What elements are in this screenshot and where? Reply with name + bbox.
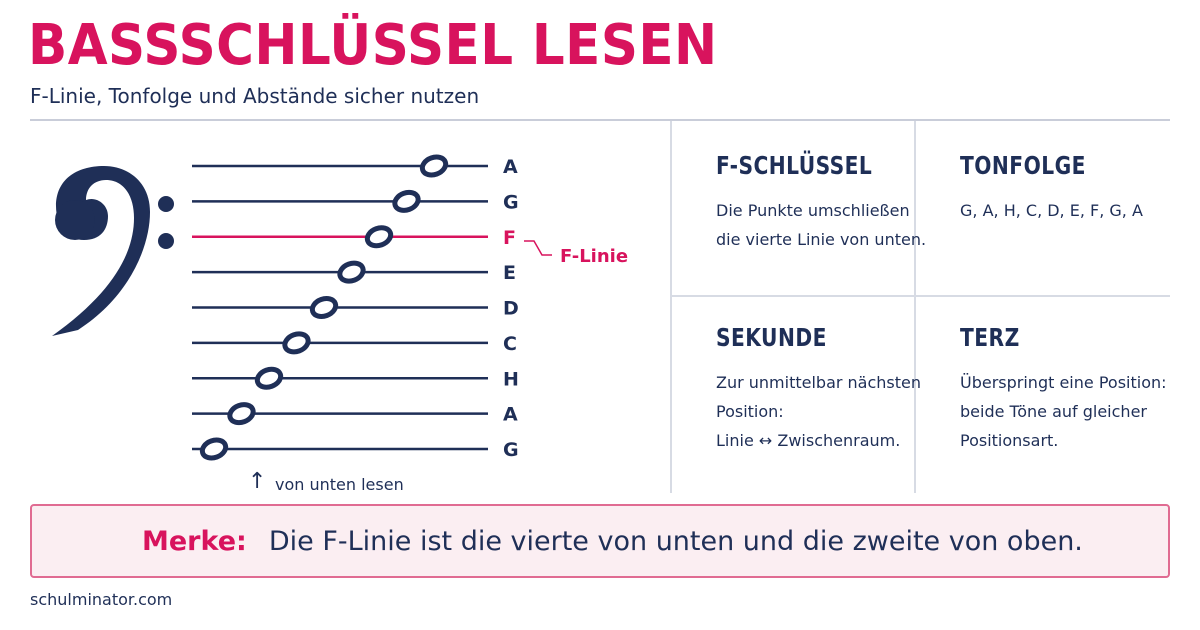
note-head: [392, 189, 421, 213]
note-head: [419, 154, 449, 178]
card-tonfolge-line: G, A, H, C, D, E, F, G, A: [960, 201, 1143, 220]
f-line-callout: F-Linie: [524, 240, 628, 267]
grid-divider-vertical: [914, 121, 916, 493]
card-tonfolge: TONFOLGE G, A, H, C, D, E, F, G, A: [960, 151, 1143, 225]
grid-divider-left: [670, 121, 672, 493]
note-head: [309, 296, 339, 319]
card-f-clef-line: Die Punkte umschließen: [716, 201, 910, 220]
read-hint: von unten lesen: [275, 475, 404, 494]
card-f-clef-title: F-SCHLÜSSEL: [716, 151, 873, 180]
grid-divider-horizontal: [670, 295, 1170, 297]
merke-text: Die F-Linie ist die vierte von unten und…: [268, 525, 1083, 557]
info-grid: F-SCHLÜSSEL Die Punkte umschließen die v…: [670, 121, 1170, 493]
page-title: BASSSCHLÜSSEL LESEN: [28, 13, 718, 78]
bass-clef-icon: [52, 166, 174, 336]
note-label: H: [503, 368, 519, 390]
note-label: F: [503, 227, 516, 249]
note-label: A: [503, 156, 518, 178]
card-sekunde-line: Linie ↔ Zwischenraum.: [716, 431, 901, 450]
note-head: [337, 260, 366, 284]
card-terz: TERZ Überspringt eine Position: beide Tö…: [960, 323, 1167, 455]
header-divider: [30, 119, 1170, 121]
note-label: A: [503, 404, 518, 426]
note-label: C: [503, 333, 517, 355]
card-sekunde-line: Position:: [716, 402, 784, 421]
card-f-clef-line: die vierte Linie von unten.: [716, 230, 927, 249]
note-label: G: [503, 439, 519, 461]
card-terz-line: Positionsart.: [960, 431, 1059, 450]
note-label: D: [503, 298, 519, 320]
card-f-clef: F-SCHLÜSSEL Die Punkte umschließen die v…: [716, 151, 926, 254]
card-terz-line: beide Töne auf gleicher: [960, 402, 1147, 421]
card-tonfolge-title: TONFOLGE: [960, 151, 1086, 180]
card-terz-line: Überspringt eine Position:: [960, 373, 1167, 392]
footer-source: schulminator.com: [30, 590, 173, 609]
note-head: [282, 331, 311, 355]
merke-label: Merke:: [142, 525, 247, 557]
note-head: [199, 437, 229, 461]
note-head: [364, 225, 394, 249]
up-arrow-icon: ↑: [248, 469, 266, 494]
card-terz-title: TERZ: [960, 323, 1020, 352]
merke-box: Merke: Die F-Linie ist die vierte von un…: [30, 504, 1170, 578]
note-head: [254, 366, 284, 390]
note-label: G: [503, 191, 519, 213]
note-label: E: [503, 262, 516, 284]
card-sekunde-line: Zur unmittelbar nächsten: [716, 373, 922, 392]
page-subtitle: F-Linie, Tonfolge und Abstände sicher nu…: [30, 84, 480, 108]
card-sekunde: SEKUNDE Zur unmittelbar nächsten Positio…: [716, 323, 921, 455]
f-line-label: F-Linie: [560, 246, 628, 267]
card-sekunde-title: SEKUNDE: [716, 323, 827, 352]
note-head: [227, 402, 256, 426]
